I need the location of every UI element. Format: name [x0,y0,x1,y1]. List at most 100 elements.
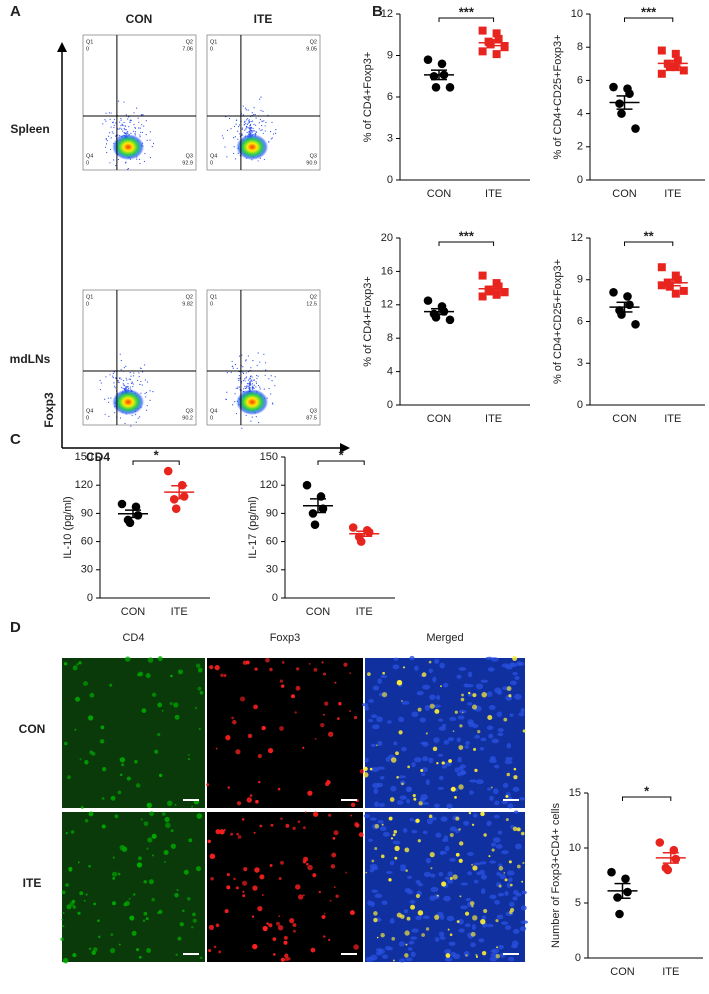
event-dot [113,118,116,121]
event-dot [249,384,251,386]
event-dot [111,131,113,133]
nucleus [514,693,522,700]
cell [268,923,273,928]
event-dot [247,379,250,381]
cell [460,697,465,702]
event-dot [249,132,252,134]
cell [516,827,521,832]
event-dot [124,132,126,135]
nucleus [473,879,479,884]
cell [373,917,378,923]
cell [199,691,204,695]
cell [148,879,154,885]
event-dot [130,425,132,427]
cell [436,762,439,765]
nucleus [501,850,509,855]
x-tick-label: CON [427,413,452,425]
cell [152,854,154,857]
event-dot [125,365,127,367]
cell [508,860,512,864]
nucleus [377,766,385,770]
event-dot [134,133,136,135]
event-dot [128,126,130,128]
cell [64,741,68,746]
y-tick-label: 5 [575,897,581,909]
event-dot [133,112,135,114]
cell [513,767,517,771]
cell [349,672,352,675]
nucleus [488,733,494,739]
data-point [478,26,487,35]
y-axis-label: % of CD4+CD25+Foxp3+ [552,34,564,159]
quadrant-text: Q1 [86,294,93,300]
event-dot [149,399,151,402]
cell [452,874,458,880]
nucleus [411,829,418,834]
event-dot [133,372,135,374]
cell [242,894,246,898]
cell [109,683,113,687]
nucleus [428,668,434,674]
cell [191,926,194,929]
cell [182,909,185,913]
event-dot [249,131,251,133]
event-dot [135,421,137,423]
cell [321,661,324,664]
cell [428,814,433,819]
cell [472,693,477,698]
cell [417,910,424,916]
event-dot [122,380,125,382]
event-dot [119,127,121,129]
data-point [445,83,455,92]
nucleus [480,861,487,865]
cell [389,797,395,802]
nucleus [382,831,390,837]
panel-label: A [10,3,21,20]
nucleus [446,915,455,922]
event-dot [242,371,244,373]
cell [381,823,384,826]
nucleus [406,786,412,793]
event-dot [245,360,247,362]
event-dot [113,385,116,387]
event-dot [263,388,265,390]
event-dot [255,131,257,133]
row-label: ITE [23,876,42,890]
cell [210,876,214,881]
event-dot [253,123,255,126]
event-dot [268,387,270,390]
event-dot [242,372,245,375]
cell [223,828,226,831]
cell [406,916,411,921]
event-dot [249,387,251,389]
nucleus [385,870,393,874]
cell [179,922,184,927]
event-dot [243,121,246,123]
quadrant-text: Q2 [186,294,193,300]
event-dot [131,414,133,417]
event-dot [245,109,247,111]
event-dot [115,122,117,124]
y-tick-label: 20 [381,232,393,244]
nucleus [392,840,401,845]
nucleus [420,794,428,800]
event-dot [113,126,115,129]
cell [508,694,512,698]
event-dot [271,380,273,382]
cell [334,681,337,684]
event-dot [114,387,116,389]
event-dot [149,156,152,159]
y-tick-label: 0 [387,399,393,411]
event-dot [139,162,141,165]
quadrant-text: 87.5 [306,415,317,421]
cell [137,672,141,677]
event-dot [241,127,243,129]
data-point [439,70,449,80]
cell [196,813,203,819]
cell [328,938,331,942]
nucleus [460,905,468,910]
event-dot [241,128,243,130]
cell [269,864,273,867]
event-dot [268,378,270,380]
